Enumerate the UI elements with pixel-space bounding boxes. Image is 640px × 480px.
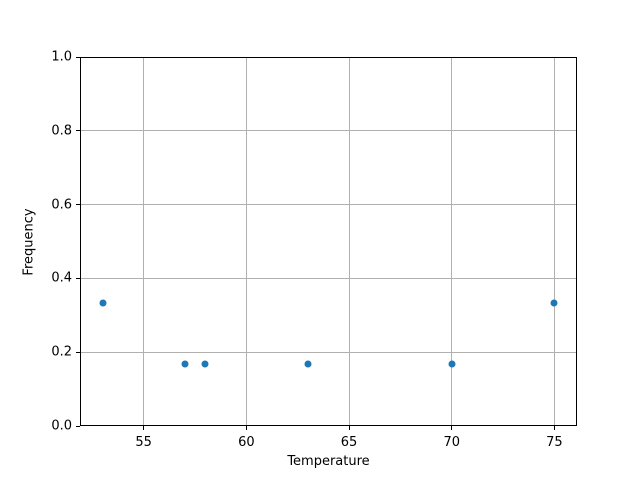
y-tick-label: 0.0: [51, 418, 72, 434]
x-tick-mark: [553, 426, 555, 430]
y-gridline: [80, 351, 577, 353]
y-gridline: [80, 204, 577, 206]
x-tick-label: 55: [135, 435, 152, 450]
y-tick-mark: [76, 277, 80, 279]
x-tick-label: 75: [546, 435, 563, 450]
x-tick-mark: [451, 426, 453, 430]
y-tick-mark: [76, 425, 80, 427]
x-axis-label: Temperature: [287, 454, 370, 469]
x-tick-label: 70: [443, 435, 460, 450]
x-tick-mark: [143, 426, 145, 430]
y-tick-label: 1.0: [51, 49, 72, 65]
data-point: [550, 299, 558, 307]
y-tick-label: 0.4: [51, 270, 72, 286]
x-tick-label: 65: [340, 435, 358, 450]
x-gridline: [553, 57, 555, 426]
data-point: [448, 360, 456, 368]
data-point: [99, 299, 107, 307]
data-point: [304, 360, 312, 368]
y-tick-label: 0.2: [51, 344, 72, 360]
y-axis-label: Frequency: [21, 207, 37, 276]
plot-area: [80, 57, 577, 426]
data-point: [201, 360, 209, 368]
y-gridline: [80, 277, 577, 279]
x-tick-mark: [245, 426, 247, 430]
y-tick-mark: [76, 130, 80, 132]
y-gridline: [80, 130, 577, 132]
y-tick-mark: [76, 204, 80, 206]
x-tick-mark: [348, 426, 350, 430]
y-tick-label: 0.8: [51, 123, 72, 139]
y-tick-label: 0.6: [51, 197, 72, 213]
y-tick-mark: [76, 56, 80, 58]
x-gridline: [143, 57, 145, 426]
x-gridline: [245, 57, 247, 426]
x-gridline: [451, 57, 453, 426]
x-gridline: [348, 57, 350, 426]
data-point: [181, 360, 189, 368]
y-tick-mark: [76, 351, 80, 353]
x-tick-label: 60: [238, 435, 255, 450]
